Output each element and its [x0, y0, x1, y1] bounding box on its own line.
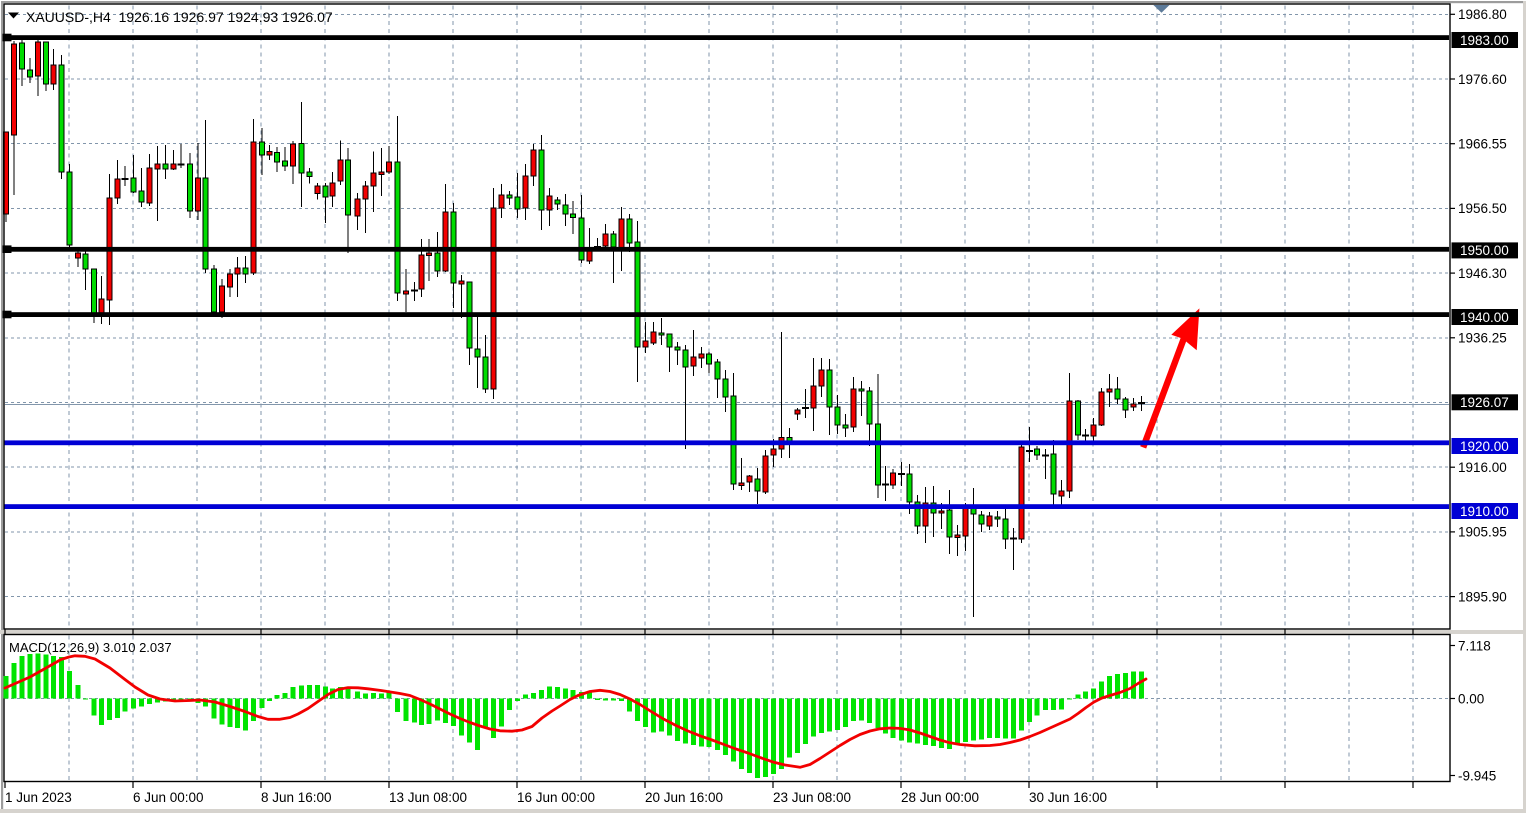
- svg-text:6 Jun 00:00: 6 Jun 00:00: [133, 790, 204, 805]
- svg-text:7.118: 7.118: [1458, 638, 1491, 653]
- svg-text:1946.30: 1946.30: [1458, 266, 1507, 281]
- svg-text:1976.60: 1976.60: [1458, 72, 1507, 87]
- svg-text:1986.80: 1986.80: [1458, 7, 1507, 22]
- svg-text:MACD(12,26,9) 3.010 2.037: MACD(12,26,9) 3.010 2.037: [9, 640, 172, 655]
- svg-text:-9.945: -9.945: [1458, 768, 1496, 783]
- svg-text:1 Jun 2023: 1 Jun 2023: [5, 790, 72, 805]
- svg-text:23 Jun 08:00: 23 Jun 08:00: [773, 790, 851, 805]
- svg-text:1940.00: 1940.00: [1460, 310, 1509, 325]
- svg-text:13 Jun 08:00: 13 Jun 08:00: [389, 790, 467, 805]
- svg-text:1916.00: 1916.00: [1458, 460, 1507, 475]
- svg-text:1910.00: 1910.00: [1460, 504, 1509, 519]
- svg-text:1966.55: 1966.55: [1458, 137, 1507, 152]
- svg-text:1950.00: 1950.00: [1460, 243, 1509, 258]
- svg-text:30 Jun 16:00: 30 Jun 16:00: [1029, 790, 1107, 805]
- svg-text:1905.95: 1905.95: [1458, 525, 1507, 540]
- svg-text:1936.25: 1936.25: [1458, 331, 1507, 346]
- svg-text:1920.00: 1920.00: [1460, 439, 1509, 454]
- svg-text:1956.50: 1956.50: [1458, 201, 1507, 216]
- svg-text:1926.07: 1926.07: [1460, 395, 1509, 410]
- svg-text:1983.00: 1983.00: [1460, 33, 1509, 48]
- svg-text:28 Jun 00:00: 28 Jun 00:00: [901, 790, 979, 805]
- svg-text:0.00: 0.00: [1458, 691, 1484, 706]
- svg-text:XAUUSD-,H4 1926.16 1926.97 19: XAUUSD-,H4 1926.16 1926.97 1924.93 1926.…: [26, 9, 333, 25]
- svg-text:20 Jun 16:00: 20 Jun 16:00: [645, 790, 723, 805]
- svg-text:16 Jun 00:00: 16 Jun 00:00: [517, 790, 595, 805]
- svg-text:1895.90: 1895.90: [1458, 589, 1507, 604]
- svg-text:8 Jun 16:00: 8 Jun 16:00: [261, 790, 332, 805]
